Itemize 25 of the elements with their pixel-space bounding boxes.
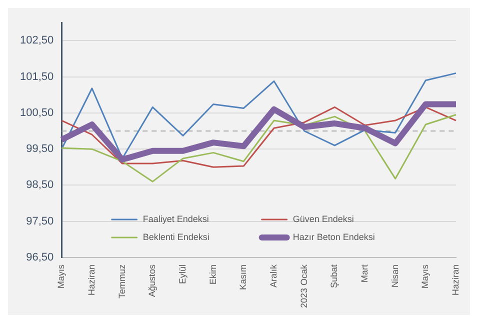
x-tick-label: Temmuz bbox=[116, 264, 127, 298]
x-tick-label: Kasım bbox=[238, 264, 248, 290]
y-tick-label: 100,50 bbox=[20, 106, 54, 119]
legend-label: Güven Endeksi bbox=[292, 214, 354, 224]
x-tick-label: Mayıs bbox=[56, 264, 66, 288]
y-tick-label: 101,50 bbox=[20, 70, 54, 83]
x-tick-label: Mart bbox=[359, 264, 370, 282]
y-tick-label: 98,50 bbox=[26, 179, 54, 192]
legend-label: Beklenti Endeksi bbox=[142, 232, 210, 242]
x-tick-label: Haziran bbox=[450, 264, 460, 296]
x-tick-label: Şubat bbox=[329, 264, 340, 288]
x-tick-label: Aralık bbox=[268, 264, 278, 288]
x-tick-label: Ağustos bbox=[147, 264, 158, 298]
x-tick-label: Eylül bbox=[177, 264, 188, 284]
y-tick-label: 99,50 bbox=[26, 143, 54, 156]
legend-label: Faaliyet Endeksi bbox=[142, 214, 209, 224]
legend-label: Hazır Beton Endeksi bbox=[292, 232, 375, 242]
x-tick-label: Nisan bbox=[390, 264, 400, 288]
x-tick-label: 2023 Ocak bbox=[298, 264, 309, 308]
y-tick-label: 102,50 bbox=[20, 34, 54, 47]
y-tick-label: 97,50 bbox=[26, 215, 54, 228]
x-tick-label: Haziran bbox=[86, 264, 96, 296]
y-tick-label: 96,50 bbox=[26, 252, 54, 264]
x-tick-label: Mayıs bbox=[420, 264, 430, 288]
x-tick-label: Ekim bbox=[208, 264, 218, 284]
